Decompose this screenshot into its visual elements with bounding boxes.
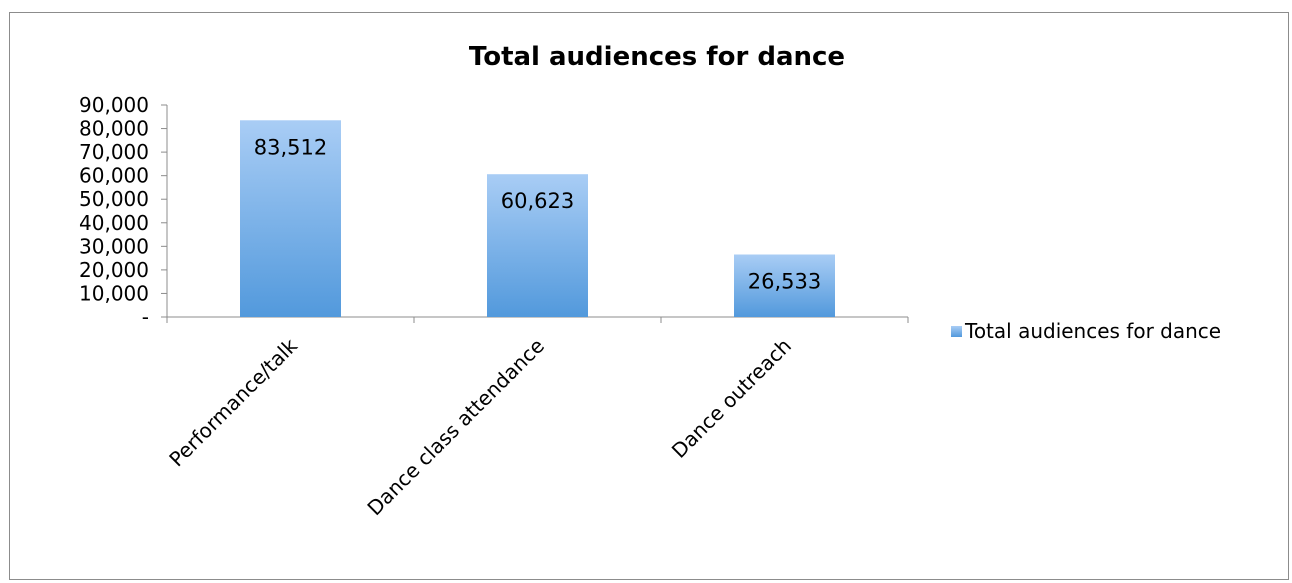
data-labels: 83,512 60,623 26,533 bbox=[254, 135, 821, 293]
y-tick-label: 40,000 bbox=[79, 211, 149, 235]
x-axis: Performance/talk Dance class attendance Da… bbox=[164, 316, 909, 521]
y-tick-label: 50,000 bbox=[79, 187, 149, 211]
y-tick-label: 60,000 bbox=[79, 164, 149, 188]
bar bbox=[487, 174, 588, 317]
x-tick-label: Dance outreach bbox=[667, 334, 796, 463]
chart-title: Total audiences for dance bbox=[469, 42, 845, 72]
y-tick-label: - bbox=[142, 305, 149, 329]
bar bbox=[240, 120, 341, 318]
bars bbox=[240, 120, 835, 318]
data-label: 26,533 bbox=[748, 270, 821, 294]
y-tick-label: 10,000 bbox=[79, 281, 149, 305]
x-tick-label: Performance/talk bbox=[164, 333, 302, 471]
y-axis: -10,00020,00030,00040,00050,00060,00070,… bbox=[79, 93, 168, 329]
data-label: 83,512 bbox=[254, 135, 327, 159]
chart-svg: Total audiences for dance -10,00020,0003… bbox=[79, 42, 1221, 521]
bar bbox=[734, 254, 835, 317]
legend: Total audiences for dance bbox=[951, 319, 1221, 343]
legend-label: Total audiences for dance bbox=[964, 319, 1221, 343]
y-tick-label: 30,000 bbox=[79, 234, 149, 258]
y-tick-label: 80,000 bbox=[79, 117, 149, 141]
legend-swatch bbox=[951, 326, 962, 337]
data-label: 60,623 bbox=[501, 189, 574, 213]
y-tick-label: 90,000 bbox=[79, 93, 149, 117]
x-tick-label: Dance class attendance bbox=[362, 334, 549, 521]
y-tick-label: 70,000 bbox=[79, 140, 149, 164]
y-tick-label: 20,000 bbox=[79, 258, 149, 282]
chart-area: Total audiences for dance -10,000 20,000 3… bbox=[9, 12, 1289, 580]
